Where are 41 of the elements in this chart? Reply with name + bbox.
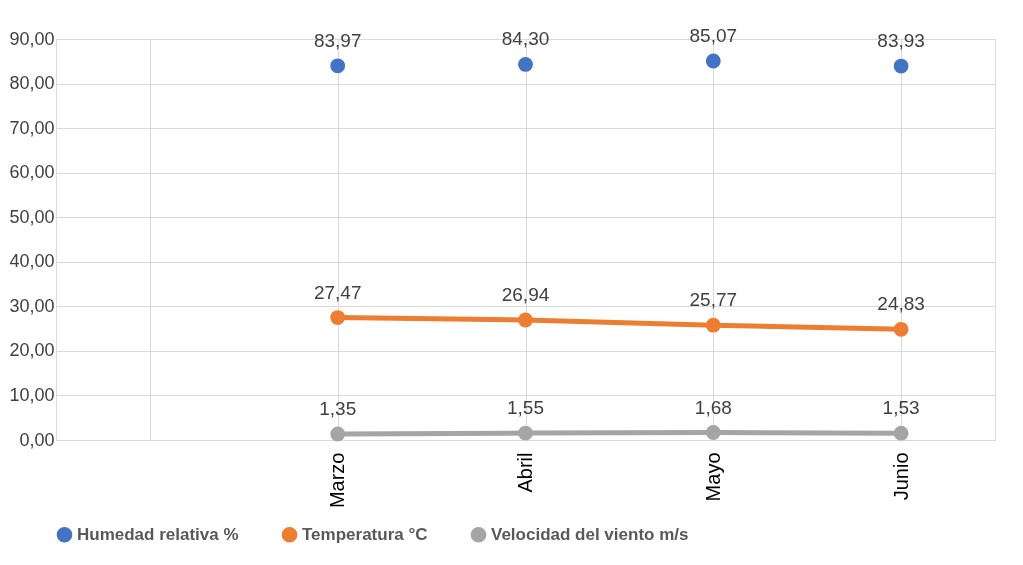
y-tick-label: 40,00 [9, 251, 55, 272]
point [518, 425, 533, 441]
x-tick-label: Junio [889, 452, 912, 501]
point [705, 317, 721, 333]
data-label: 83,97 [313, 29, 362, 51]
data-label: 1,35 [319, 397, 357, 419]
point [893, 321, 909, 337]
y-tick-label: 30,00 [9, 295, 55, 316]
data-label: 84,30 [501, 28, 550, 50]
legend-label: Temperatura °C [302, 524, 428, 544]
y-tick-label: 70,00 [9, 117, 55, 138]
point [705, 53, 721, 69]
y-tick-label: 80,00 [9, 73, 55, 94]
point [330, 310, 346, 326]
data-label: 83,93 [877, 30, 925, 52]
x-tick-label: Mayo [701, 452, 724, 502]
x-tick-label: Marzo [326, 452, 349, 509]
x-tick-label: Abril [514, 452, 536, 493]
y-tick-label: 90,00 [9, 28, 55, 49]
data-label: 24,83 [877, 293, 925, 315]
data-label: 85,07 [689, 24, 738, 46]
data-label: 1,53 [882, 397, 920, 419]
point [705, 425, 721, 440]
data-label: 1,68 [694, 396, 732, 418]
legend-label: Velocidad del viento m/s [491, 524, 689, 544]
y-tick-label: 20,00 [9, 340, 55, 361]
point [893, 425, 909, 441]
data-label: 27,47 [313, 281, 362, 303]
y-tick-label: 60,00 [9, 162, 55, 183]
data-label: 26,94 [501, 283, 550, 305]
y-tick-label: 0,00 [19, 429, 55, 450]
point [518, 57, 533, 72]
point [893, 58, 909, 74]
point [330, 426, 346, 442]
y-tick-label: 50,00 [9, 206, 55, 227]
y-tick-label: 10,00 [9, 384, 55, 405]
data-label: 1,55 [507, 397, 544, 419]
data-label: 25,77 [689, 289, 738, 311]
legend-label: Humedad relativa % [77, 524, 239, 544]
point [330, 58, 346, 74]
point [518, 312, 533, 328]
